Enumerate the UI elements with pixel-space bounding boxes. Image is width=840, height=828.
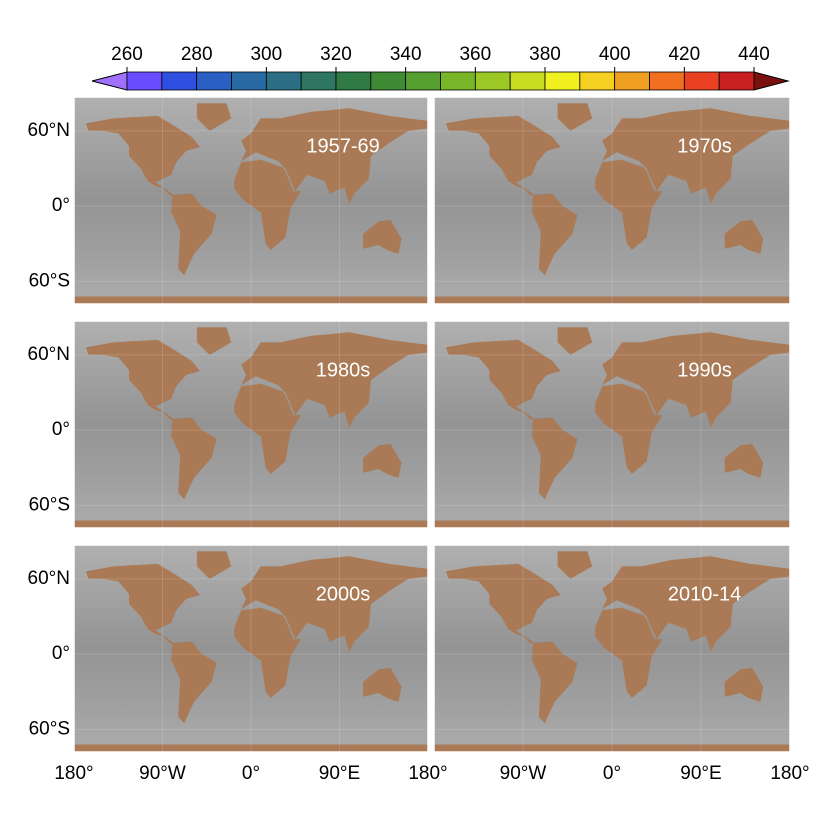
colorbar-segment	[509, 71, 546, 91]
colorbar-tick-label: 400	[599, 44, 631, 65]
lat-tick-label: 60°N	[28, 568, 70, 589]
map-panel: 2000s 60°N 0° 60°S 180° 90°W 0° 90°E 180°	[28, 544, 448, 784]
panel-label: 1957-69	[306, 135, 379, 157]
colorbar-tick-label: 360	[459, 44, 491, 65]
panel-frame	[73, 96, 429, 305]
colorbar-segment	[231, 71, 267, 91]
lon-tick-label: 90°E	[319, 763, 360, 784]
colorbar-segment	[370, 71, 407, 91]
colorbar-tick-label: 420	[668, 44, 700, 65]
colorbar-segment	[300, 71, 337, 91]
colorbar-tick-label: 440	[738, 44, 770, 65]
lon-tick-label: 0°	[242, 763, 260, 784]
panel-label: 1990s	[677, 359, 732, 381]
panel-frame	[433, 96, 791, 305]
colorbar-under	[91, 71, 128, 91]
lat-tick-label: 0°	[52, 195, 70, 216]
panel-label: 2000s	[316, 583, 371, 605]
lat-tick-label: 60°S	[29, 494, 70, 515]
colorbar-tick-label: 300	[250, 44, 282, 65]
colorbar-segment	[718, 71, 755, 91]
colorbar-over	[753, 71, 790, 91]
colorbar: 260 280 300 320 340 360 380 400 420 440	[91, 44, 790, 91]
map-panel: 1990s	[433, 320, 791, 529]
colorbar-segment	[544, 71, 581, 91]
colorbar-segment	[649, 71, 685, 91]
colorbar-segment	[265, 71, 302, 91]
colorbar-tick-label: 260	[111, 44, 143, 65]
lat-tick-label: 60°S	[29, 270, 70, 291]
panel-frame	[433, 544, 791, 753]
lat-tick-label: 0°	[52, 419, 70, 440]
colorbar-segment	[196, 71, 232, 91]
map-panel: 2010-14 90°W 0° 90°E 180°	[433, 544, 810, 784]
colorbar-segment	[683, 71, 720, 91]
lat-tick-label: 60°N	[28, 120, 70, 141]
colorbar-tick-label: 280	[181, 44, 213, 65]
lat-tick-label: 60°N	[28, 344, 70, 365]
colorbar-segment	[161, 71, 198, 91]
colorbar-tick-label: 340	[390, 44, 422, 65]
lat-tick-label: 0°	[52, 643, 70, 664]
lon-tick-label: 0°	[603, 763, 621, 784]
panel-frame	[73, 544, 429, 753]
colorbar-tick-label: 320	[320, 44, 352, 65]
panel-frame	[73, 320, 429, 529]
lon-tick-label: 90°W	[500, 763, 547, 784]
lon-tick-label: 180°	[408, 763, 447, 784]
map-panels: 1957-69 60°N 0° 60°S 1970s 1980s 60°N 0° 60°S 199…	[28, 96, 810, 784]
colorbar-segment	[579, 71, 616, 91]
map-panel: 1957-69 60°N 0° 60°S	[28, 96, 429, 305]
panel-label: 1980s	[316, 359, 371, 381]
lat-tick-label: 60°S	[29, 718, 70, 739]
colorbar-segment	[335, 71, 372, 91]
lon-tick-label: 90°W	[139, 763, 186, 784]
lon-tick-label: 90°E	[680, 763, 721, 784]
lon-tick-label: 180°	[54, 763, 93, 784]
panel-frame	[433, 320, 791, 529]
colorbar-segment	[614, 71, 650, 91]
colorbar-segment	[474, 71, 511, 91]
colorbar-segment	[405, 71, 441, 91]
colorbar-segment	[126, 71, 163, 91]
panel-label: 2010-14	[668, 583, 741, 605]
panel-label: 1970s	[677, 135, 732, 157]
map-panel: 1970s	[433, 96, 791, 305]
colorbar-tick-label: 380	[529, 44, 561, 65]
map-panel: 1980s 60°N 0° 60°S	[28, 320, 429, 529]
colorbar-segment	[440, 71, 476, 91]
lon-tick-label: 180°	[770, 763, 809, 784]
